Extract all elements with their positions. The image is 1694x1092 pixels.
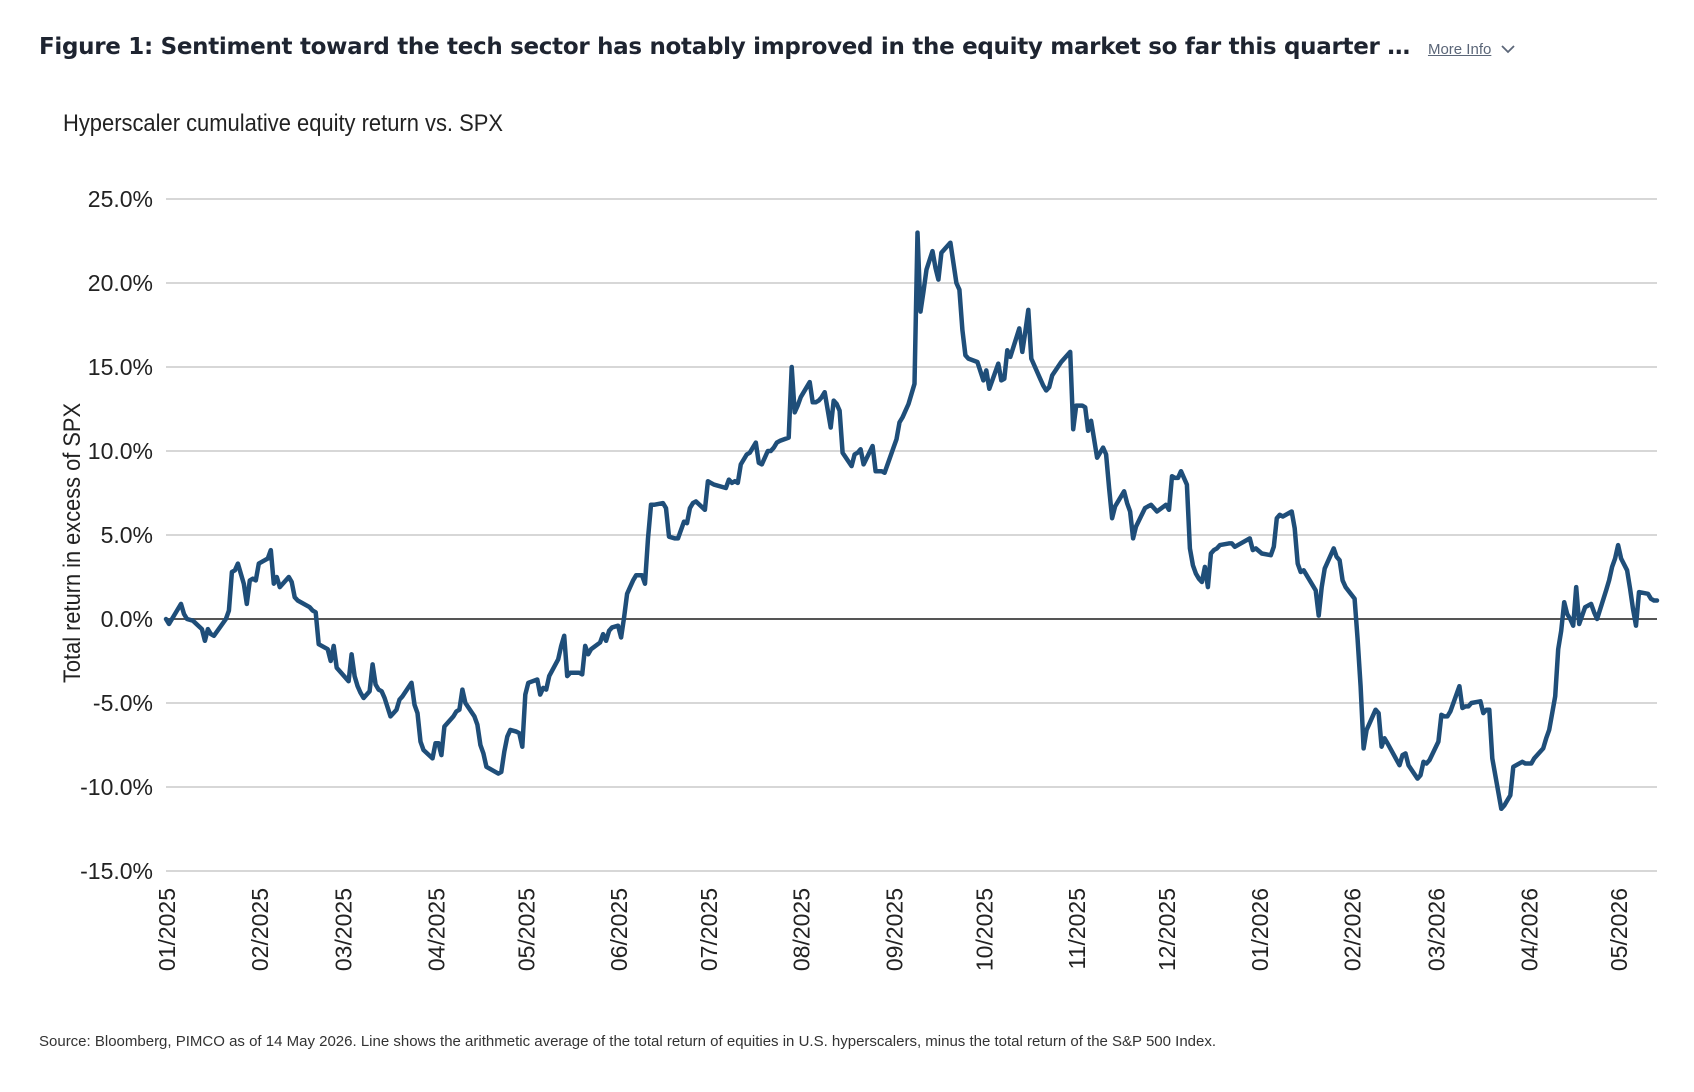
x-tick-label: 06/2025 xyxy=(606,888,632,971)
x-tick-label: 11/2025 xyxy=(1064,888,1090,969)
y-tick-label: 10.0% xyxy=(88,438,153,464)
series-layer xyxy=(163,230,1660,812)
chart-title: Hyperscaler cumulative equity return vs.… xyxy=(63,110,503,137)
figure-header: Figure 1: Sentiment toward the tech sect… xyxy=(39,34,1515,60)
x-tick-label: 04/2025 xyxy=(424,888,450,971)
x-tick-label: 01/2025 xyxy=(154,888,180,971)
figure-title: Figure 1: Sentiment toward the tech sect… xyxy=(39,34,1410,60)
chevron-down-icon xyxy=(1501,45,1515,54)
gridlines xyxy=(166,198,1657,872)
x-tick-label: 01/2026 xyxy=(1247,888,1273,971)
source-note: Source: Bloomberg, PIMCO as of 14 May 20… xyxy=(39,1033,1217,1050)
x-tick-label: 09/2025 xyxy=(882,888,908,971)
y-tick-label: 0.0% xyxy=(101,606,153,632)
y-tick-label: 5.0% xyxy=(101,522,153,548)
x-tick-label: 08/2025 xyxy=(789,888,815,971)
x-tick-label: 02/2026 xyxy=(1340,888,1366,971)
more-info-label: More Info xyxy=(1427,41,1492,58)
series-line xyxy=(163,230,1660,812)
y-tick-labels: 25.0% 20.0% 15.0% 10.0% 5.0% 0.0% -5.0% -10.0% -… xyxy=(80,186,153,884)
chart-container: Hyperscaler cumulative equity return vs.… xyxy=(0,95,1694,995)
x-tick-labels: 01/2025 02/2025 03/2025 04/2025 05/2025 06/20… xyxy=(154,888,1632,971)
line-chart: Hyperscaler cumulative equity return vs.… xyxy=(59,110,1660,971)
more-info-button[interactable]: More Info xyxy=(1428,41,1515,58)
y-tick-label: -5.0% xyxy=(93,690,153,716)
x-tick-label: 04/2026 xyxy=(1516,888,1542,971)
x-tick-label: 03/2025 xyxy=(331,888,357,971)
y-tick-label: 20.0% xyxy=(88,270,153,296)
y-tick-label: 15.0% xyxy=(88,354,153,380)
x-tick-label: 12/2025 xyxy=(1154,888,1180,971)
x-tick-label: 07/2025 xyxy=(696,888,722,971)
x-tick-label: 05/2025 xyxy=(513,888,539,971)
x-tick-label: 02/2025 xyxy=(247,888,273,971)
y-tick-label: -15.0% xyxy=(80,858,153,884)
x-tick-label: 05/2026 xyxy=(1606,888,1632,971)
x-tick-label: 10/2025 xyxy=(971,888,997,971)
y-tick-label: 25.0% xyxy=(88,186,153,212)
x-tick-label: 03/2026 xyxy=(1423,888,1449,971)
y-tick-label: -10.0% xyxy=(80,774,153,800)
y-axis-label: Total return in excess of SPX xyxy=(59,403,86,683)
